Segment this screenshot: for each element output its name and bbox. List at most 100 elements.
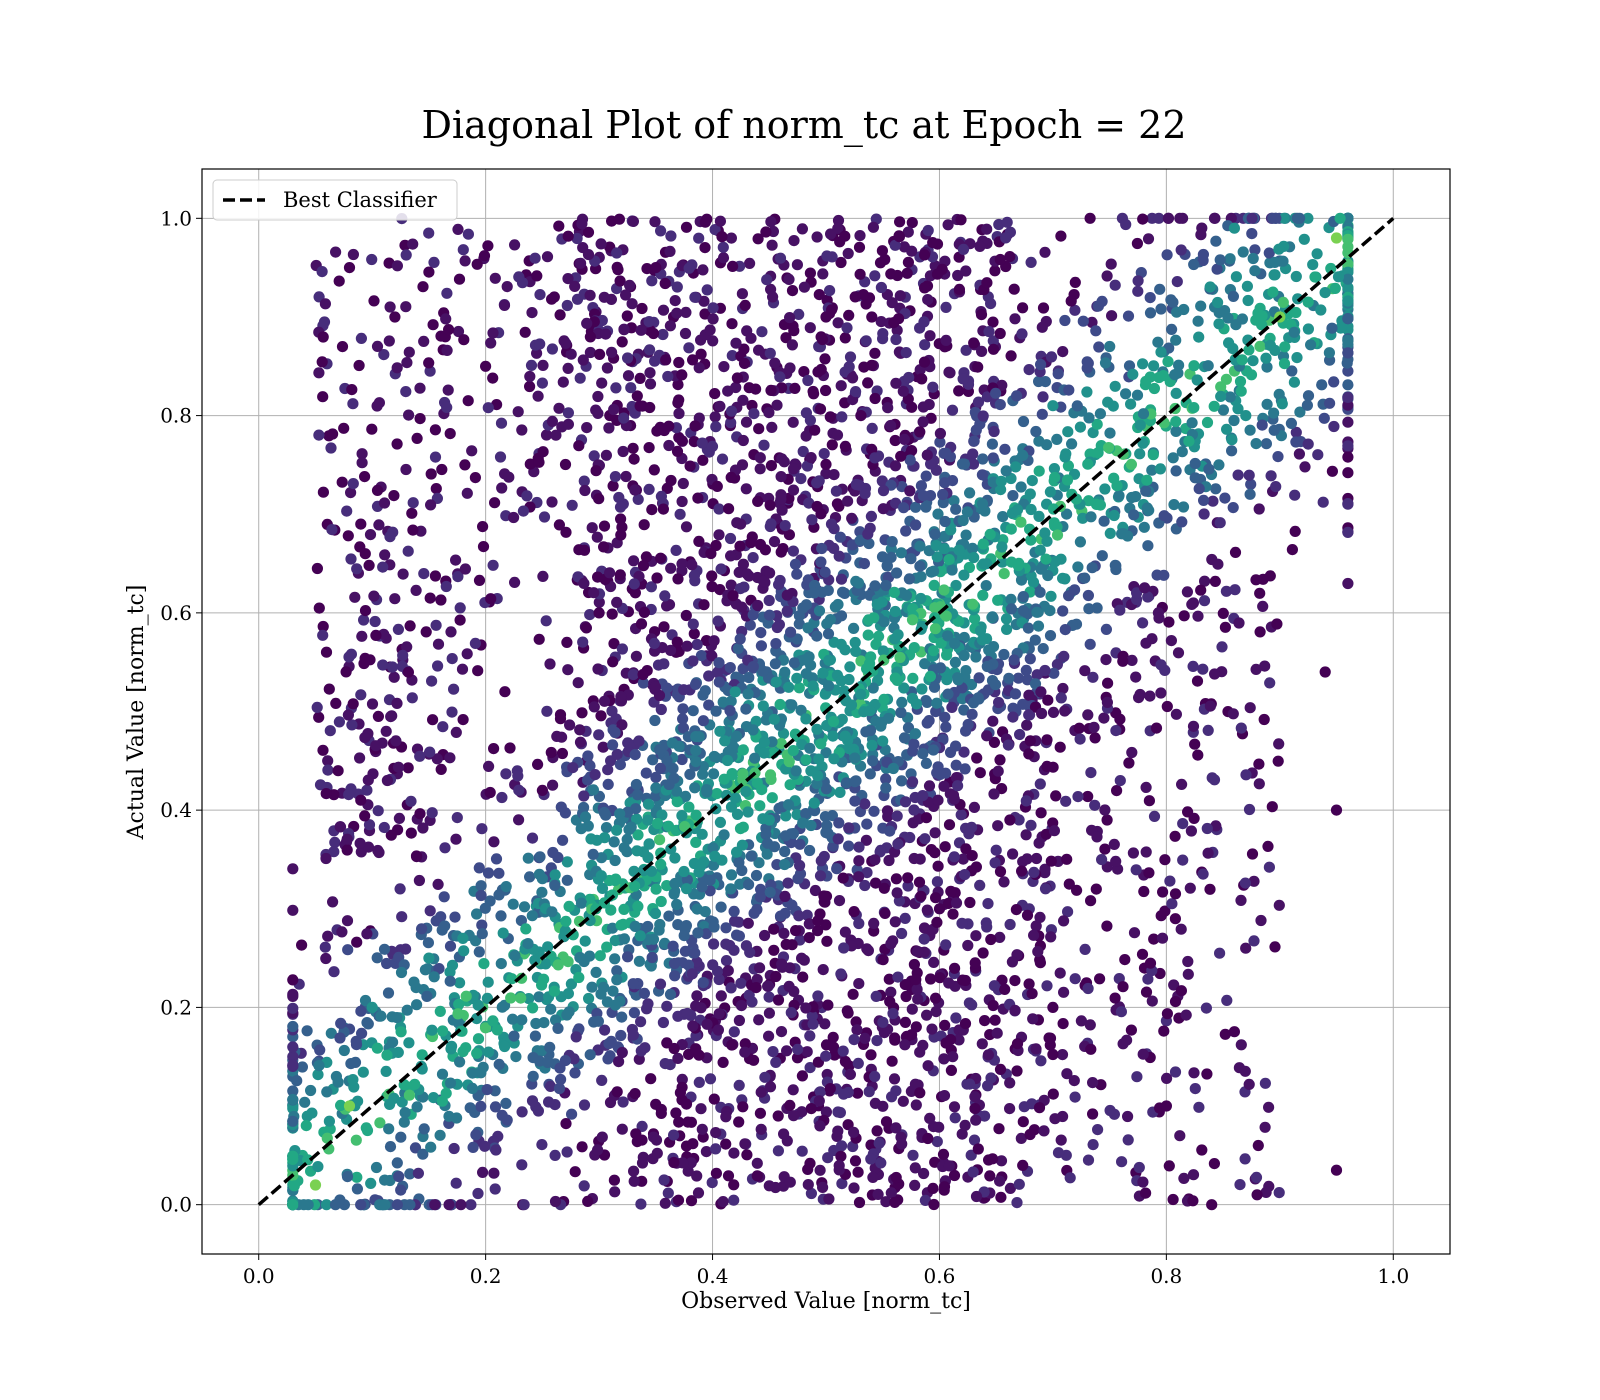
scatter-point	[763, 1030, 775, 1042]
scatter-point	[477, 1166, 489, 1178]
scatter-point	[556, 731, 568, 743]
scatter-point	[649, 714, 661, 727]
scatter-point	[869, 392, 881, 405]
scatter-point	[1087, 427, 1099, 439]
scatter-point	[907, 1149, 919, 1161]
scatter-point	[513, 784, 525, 796]
scatter-point	[296, 939, 308, 951]
scatter-point	[1049, 556, 1061, 568]
scatter-point	[1253, 778, 1265, 790]
scatter-point	[957, 853, 969, 865]
scatter-point	[584, 331, 597, 343]
scatter-point	[1200, 1002, 1212, 1014]
scatter-point	[588, 701, 600, 713]
scatter-point	[846, 512, 858, 524]
scatter-point	[896, 696, 908, 709]
scatter-point	[1081, 386, 1093, 398]
scatter-point	[590, 404, 602, 416]
scatter-point	[1214, 947, 1226, 959]
scatter-point	[333, 716, 345, 728]
scatter-point	[466, 445, 478, 457]
scatter-point	[877, 328, 889, 340]
scatter-point	[990, 844, 1002, 856]
scatter-point	[1039, 863, 1051, 875]
scatter-point	[536, 377, 549, 389]
scatter-point	[1325, 262, 1337, 275]
scatter-point	[1052, 368, 1064, 380]
scatter-point	[546, 496, 558, 508]
scatter-point	[854, 534, 867, 547]
scatter-point	[737, 768, 749, 780]
scatter-point	[1150, 722, 1163, 734]
scatter-point	[877, 954, 889, 966]
scatter-point	[1015, 481, 1027, 493]
scatter-point	[1011, 1038, 1024, 1050]
scatter-point	[794, 859, 806, 872]
scatter-point	[1237, 246, 1249, 258]
scatter-point	[902, 226, 914, 238]
scatter-point	[648, 637, 661, 650]
scatter-point	[603, 422, 615, 434]
scatter-point	[1047, 1088, 1059, 1100]
scatter-point	[890, 1171, 902, 1184]
scatter-point	[425, 499, 437, 511]
scatter-point	[472, 1187, 484, 1200]
scatter-point	[1137, 1048, 1149, 1060]
scatter-point	[417, 281, 429, 293]
scatter-point	[1230, 271, 1242, 283]
scatter-point	[1048, 463, 1060, 475]
scatter-point	[1268, 407, 1280, 419]
scatter-point	[429, 424, 441, 436]
scatter-point	[1217, 404, 1229, 416]
scatter-point	[650, 782, 662, 794]
scatter-point	[1167, 1193, 1179, 1206]
scatter-point	[1261, 398, 1273, 410]
scatter-point	[650, 771, 662, 784]
scatter-point	[287, 1051, 299, 1063]
scatter-point	[335, 1099, 347, 1111]
scatter-point	[987, 999, 999, 1012]
scatter-point	[410, 584, 422, 597]
scatter-point	[1058, 650, 1070, 663]
scatter-point	[867, 682, 879, 694]
scatter-point	[338, 1044, 350, 1057]
scatter-point	[1256, 319, 1268, 331]
scatter-point	[577, 354, 589, 366]
scatter-point	[526, 910, 538, 922]
scatter-point	[600, 449, 613, 461]
scatter-point	[668, 1129, 680, 1141]
scatter-point	[917, 748, 929, 760]
scatter-point	[444, 940, 457, 952]
scatter-point	[1175, 985, 1187, 997]
scatter-point	[726, 318, 738, 330]
scatter-point	[420, 626, 432, 638]
scatter-point	[1104, 340, 1116, 353]
scatter-point	[450, 554, 462, 566]
scatter-point	[373, 519, 385, 531]
scatter-point	[708, 635, 720, 647]
scatter-point	[1134, 448, 1146, 460]
scatter-point	[860, 834, 873, 846]
scatter-point	[871, 1125, 883, 1137]
scatter-point	[429, 451, 442, 463]
scatter-point	[317, 744, 329, 756]
scatter-point	[490, 1144, 502, 1156]
scatter-point	[974, 767, 986, 779]
scatter-point	[862, 945, 875, 957]
scatter-point	[1093, 341, 1105, 353]
scatter-point	[1192, 610, 1204, 622]
scatter-point	[359, 994, 372, 1007]
scatter-point	[424, 746, 436, 758]
scatter-point	[910, 501, 922, 513]
scatter-point	[403, 409, 415, 421]
scatter-point	[828, 1041, 840, 1053]
scatter-point	[967, 448, 979, 460]
scatter-point	[774, 371, 786, 383]
scatter-point	[981, 660, 993, 673]
scatter-point	[542, 941, 554, 953]
scatter-point	[866, 443, 878, 455]
scatter-point	[767, 1046, 779, 1058]
scatter-point	[655, 490, 668, 502]
scatter-point	[920, 812, 933, 824]
scatter-point	[779, 890, 791, 903]
